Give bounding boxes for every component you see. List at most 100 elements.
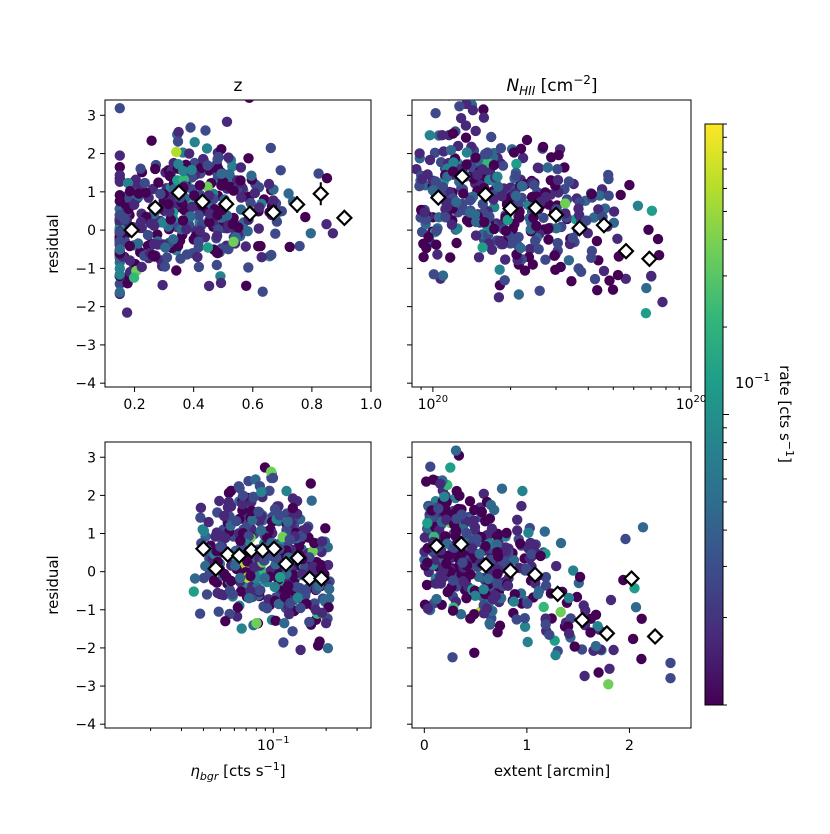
data-point [470, 230, 482, 241]
colorbar-label-main: rate [cts s [776, 365, 794, 441]
y-tick-label: −2 [75, 641, 96, 657]
data-point [181, 224, 192, 235]
data-point [492, 578, 503, 589]
xlabel-extent: extent [arcmin] [494, 762, 610, 780]
data-point [451, 485, 462, 497]
x-tick-label: 1020 [418, 394, 449, 413]
data-point [419, 207, 430, 218]
xlabel-eta-bgr: ηbgr [cts s−1] [190, 760, 285, 783]
data-point [440, 212, 451, 223]
data-point [591, 235, 603, 247]
data-point [274, 510, 285, 521]
data-point [555, 537, 567, 549]
data-point [566, 276, 577, 287]
data-point [460, 132, 472, 143]
data-point [273, 598, 284, 610]
y-tick-label: −4 [75, 376, 96, 392]
xlabel-eta-close: ] [280, 762, 286, 780]
data-point [223, 487, 235, 499]
data-point [494, 235, 505, 247]
data-point [493, 181, 504, 192]
title-nhii: NHII [cm−2] [506, 73, 597, 98]
data-point [492, 531, 503, 542]
data-point [502, 580, 514, 591]
data-point [414, 148, 425, 159]
data-point [555, 606, 566, 618]
data-point [533, 244, 544, 255]
data-point [181, 249, 193, 260]
data-point [560, 198, 571, 209]
binned-mean-marker [640, 250, 658, 268]
data-point [430, 108, 441, 119]
data-point [530, 235, 541, 247]
title-nhii-sup: −2 [573, 73, 591, 87]
data-point [309, 537, 320, 549]
panel-nhii: 1020 1020 [407, 99, 706, 413]
data-point [253, 506, 264, 517]
data-point [283, 580, 294, 592]
panel-extent: 0 1 2 [407, 441, 692, 754]
data-point [139, 177, 150, 189]
data-point [532, 589, 544, 600]
data-point [304, 616, 315, 628]
binned-mean-marker [289, 549, 307, 567]
y-tick-label: 1 [87, 527, 96, 543]
data-point [218, 510, 230, 522]
colorbar-label-sup: −1 [783, 441, 796, 457]
binned-mean-marker [123, 221, 141, 239]
panel-z: 3 2 1 0 −1 −2 −3 −4 0.2 0.4 0.6 0.8 1.0 [75, 99, 382, 413]
data-point [148, 220, 160, 231]
data-point [324, 583, 335, 595]
data-point [445, 100, 452, 101]
data-point [473, 252, 485, 263]
data-point [494, 264, 505, 275]
data-point [469, 647, 480, 658]
data-point [539, 526, 550, 537]
ylabel-bottom: residual [44, 555, 62, 614]
data-point [422, 557, 433, 568]
data-point [215, 277, 227, 289]
xlabel-eta-sub: bgr [200, 770, 220, 783]
data-point [615, 189, 626, 201]
colorbar [704, 123, 729, 706]
data-point [528, 179, 540, 191]
data-point [445, 252, 456, 263]
x-tick-label: 0 [420, 738, 429, 754]
data-point [244, 100, 255, 103]
data-point [114, 161, 126, 173]
data-point [231, 516, 242, 527]
binned-mean-marker [335, 209, 353, 227]
data-point [465, 569, 476, 580]
binned-mean-marker [217, 195, 235, 213]
y-tick-label: −3 [75, 679, 96, 695]
data-point [526, 549, 537, 560]
data-point [255, 525, 267, 536]
data-point [214, 495, 225, 507]
data-point [135, 216, 147, 228]
data-point [237, 499, 248, 510]
data-point [148, 238, 160, 250]
data-point [122, 177, 134, 189]
data-point [451, 237, 462, 249]
data-point [632, 200, 644, 211]
data-point [235, 586, 247, 597]
data-point [553, 149, 564, 161]
data-point [551, 223, 562, 234]
data-point [114, 244, 126, 255]
binned-mean-marker [429, 189, 447, 207]
data-point [573, 263, 584, 274]
binned-mean-marker [502, 200, 520, 218]
y-tick-label: −1 [75, 261, 96, 277]
x-tick-label: 0.8 [301, 397, 323, 413]
data-point [461, 593, 472, 604]
data-point [435, 478, 446, 489]
data-point [437, 181, 448, 192]
data-point [184, 148, 195, 159]
data-point [189, 573, 201, 584]
data-point [665, 657, 676, 669]
data-point [114, 287, 126, 298]
data-point [220, 616, 231, 627]
data-point [607, 284, 619, 295]
data-point [316, 536, 328, 547]
x-tick-label: 0.4 [183, 397, 205, 413]
